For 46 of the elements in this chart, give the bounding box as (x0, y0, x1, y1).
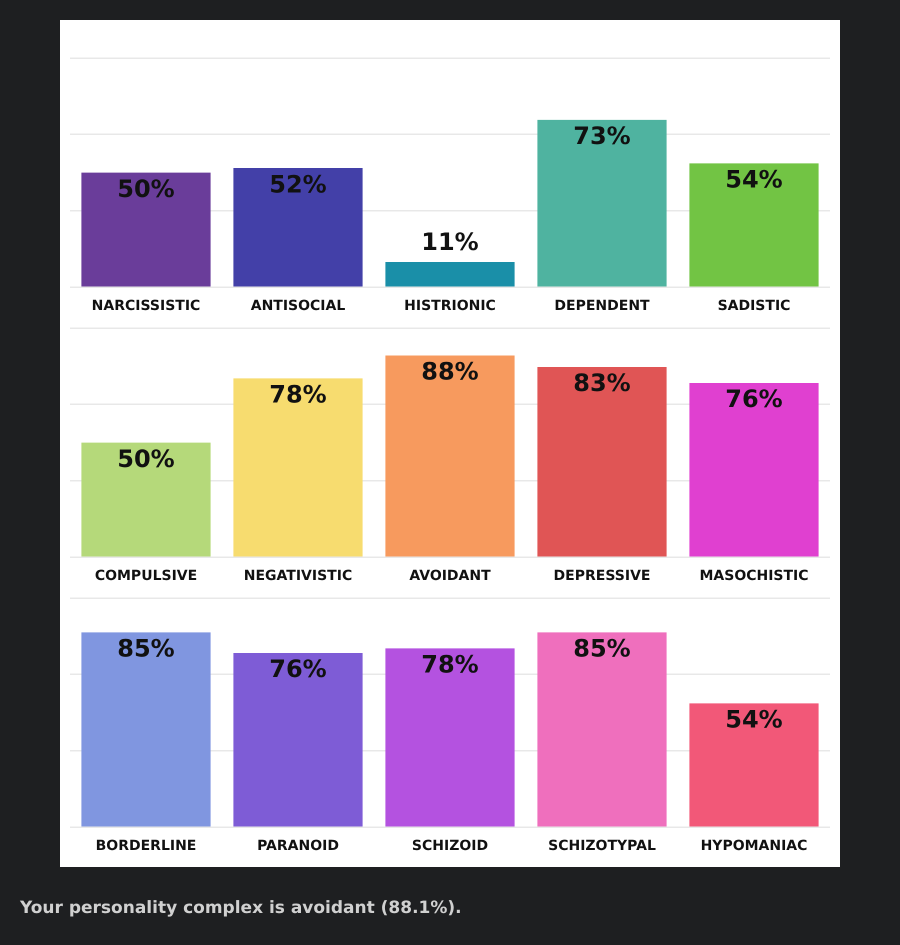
bar (537, 632, 667, 826)
x-tick-label: NEGATIVISTIC (244, 568, 352, 584)
x-tick-label: SCHIZOID (412, 838, 488, 854)
bar (385, 648, 515, 826)
text: Your personality complex is avoidant (88.1%). (20, 898, 462, 918)
data-label: 85% (573, 634, 631, 663)
data-label: 54% (725, 166, 783, 194)
data-label: 76% (725, 385, 783, 414)
bar (233, 653, 363, 826)
bar (81, 442, 211, 556)
bar (537, 366, 667, 556)
x-tick-label: BORDERLINE (96, 838, 196, 854)
bar (385, 356, 515, 556)
data-label: 52% (269, 170, 327, 198)
data-label: 50% (117, 444, 175, 473)
x-tick-label: COMPULSIVE (94, 568, 198, 584)
bar (689, 163, 819, 286)
x-tick-label: MASOCHISTIC (699, 568, 809, 584)
x-tick-label: SCHIZOTYPAL (548, 838, 656, 854)
data-label: 54% (725, 706, 783, 734)
bar (689, 703, 819, 826)
data-label: 76% (269, 655, 327, 684)
bar (81, 632, 211, 826)
x-tick-label: PARANOID (257, 838, 339, 854)
bar (233, 168, 363, 286)
data-label: 50% (117, 174, 175, 203)
bar (689, 383, 819, 556)
x-tick-label: HISTRIONIC (404, 298, 496, 314)
data-label: 78% (269, 380, 327, 409)
data-label: 78% (421, 650, 479, 679)
bar (385, 262, 515, 286)
data-label: 73% (573, 122, 631, 150)
x-tick-label: ANTISOCIAL (250, 298, 346, 314)
data-label: 11% (421, 228, 479, 256)
x-tick-label: AVOIDANT (409, 568, 492, 584)
data-label: 85% (117, 634, 175, 663)
bar (233, 378, 363, 556)
x-tick-label: NARCISSISTIC (92, 298, 200, 314)
bar (537, 120, 667, 286)
x-tick-label: HYPOMANIAC (700, 838, 808, 854)
x-tick-label: SADISTIC (718, 298, 790, 314)
x-tick-label: DEPRESSIVE (554, 568, 650, 584)
bar (81, 172, 211, 286)
data-label: 83% (573, 369, 631, 398)
data-label: 88% (421, 358, 479, 386)
x-tick-label: DEPENDENT (554, 298, 650, 314)
